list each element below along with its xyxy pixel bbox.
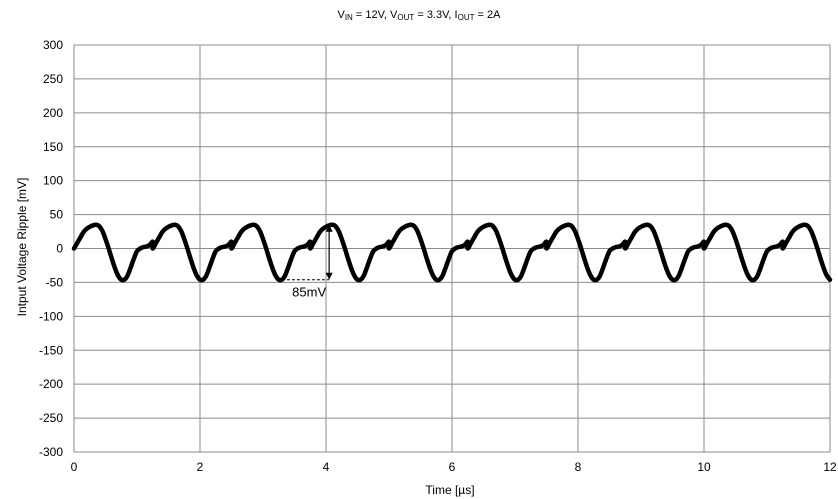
x-tick-label: 8 — [575, 460, 582, 474]
y-tick-label: 150 — [43, 140, 63, 154]
x-tick-label: 6 — [449, 460, 456, 474]
x-tick-label: 4 — [323, 460, 330, 474]
annotation-arrowhead-down — [325, 272, 333, 280]
y-tick-label: -150 — [39, 343, 63, 357]
series-layer — [71, 222, 833, 283]
annotation-label: 85mV — [292, 285, 326, 300]
tick-labels: 300250200150100500-50-100-150-200-250-30… — [39, 38, 837, 474]
x-tick-label: 0 — [71, 460, 78, 474]
y-tick-label: 50 — [50, 208, 64, 222]
y-tick-label: -100 — [39, 309, 63, 323]
ripple-series-line — [71, 222, 833, 283]
chart-title: VIN = 12V, VOUT = 3.3V, IOUT = 2A — [337, 9, 501, 22]
x-axis-label: Time [µs] — [425, 483, 475, 497]
x-tick-label: 2 — [197, 460, 204, 474]
y-tick-label: 100 — [43, 174, 63, 188]
x-tick-label: 12 — [823, 460, 837, 474]
y-axis-label: Intput Voltage Ripple [mV] — [15, 177, 29, 317]
y-tick-label: -300 — [39, 445, 63, 459]
y-tick-label: 300 — [43, 38, 63, 52]
y-tick-label: -50 — [46, 275, 64, 289]
y-tick-label: -250 — [39, 411, 63, 425]
annotation-arrowhead-up — [325, 224, 333, 232]
y-tick-label: 0 — [56, 242, 63, 256]
y-tick-label: 250 — [43, 72, 63, 86]
x-tick-label: 10 — [697, 460, 711, 474]
y-tick-label: -200 — [39, 377, 63, 391]
y-tick-label: 200 — [43, 106, 63, 120]
annotation-layer: 85mV — [281, 224, 333, 300]
